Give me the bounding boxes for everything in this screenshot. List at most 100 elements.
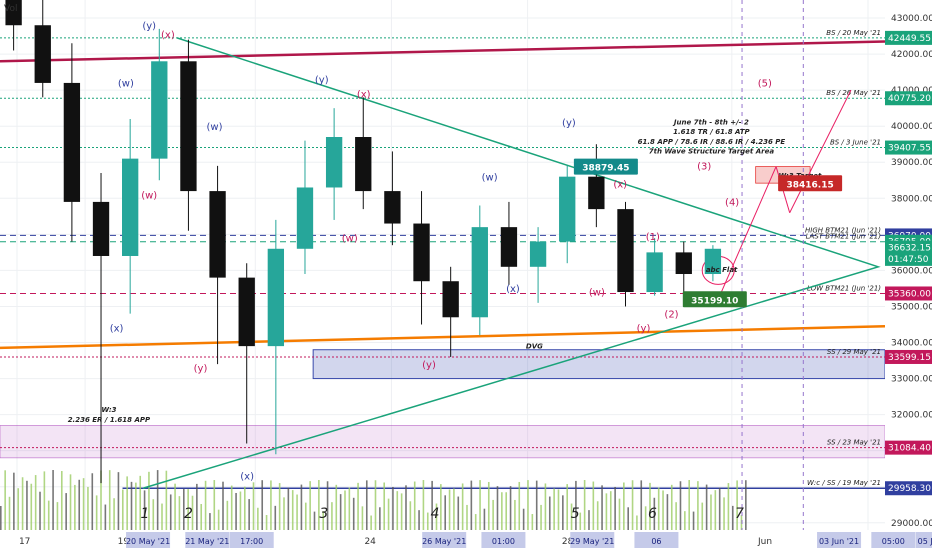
- date-highlight-label: 06: [651, 537, 661, 546]
- volume-bar: [100, 470, 102, 530]
- volume-bar: [527, 480, 529, 530]
- volume-bar: [466, 504, 468, 530]
- price-tag-label: 29958.30: [888, 484, 931, 494]
- wave-label: (y): [637, 324, 651, 335]
- date-highlight-label: 17:00: [240, 537, 263, 546]
- price-tick-label: 38000.00: [891, 194, 932, 204]
- wave-label: (x): [110, 324, 124, 335]
- zone-layer: [0, 166, 886, 459]
- price-tag: [885, 481, 932, 496]
- date-highlight: [634, 532, 679, 548]
- date-highlight-label: 03 Jun '21: [819, 537, 859, 546]
- date-highlight: [915, 532, 932, 548]
- volume-bar: [60, 471, 63, 530]
- time-tick-label: 19: [118, 537, 130, 547]
- volume-bar: [348, 487, 351, 530]
- volume-bar: [113, 498, 115, 530]
- volume-bar: [657, 487, 660, 530]
- volume-bar: [723, 497, 725, 530]
- volume-bar: [631, 480, 634, 530]
- volume-bar: [252, 482, 255, 530]
- volume-bar: [579, 512, 582, 530]
- volume-bar: [43, 471, 46, 530]
- volume-bar: [444, 495, 447, 530]
- price-tag-label: 36632.15: [888, 244, 931, 254]
- chart-annotation: W:3: [101, 406, 116, 414]
- volume-bar: [653, 497, 656, 530]
- wave-labels-layer: (y) (x) (w) (w) (w) (x) (y) (x) (y) (x) (w) (y) (w) (…: [110, 21, 772, 522]
- volume-bar: [357, 482, 359, 530]
- wave-label: (3): [697, 161, 711, 172]
- volume-bar: [13, 472, 15, 530]
- volume-layer: [0, 470, 747, 530]
- price-axis[interactable]: 29000.0030000.0031000.0032000.0033000.00…: [885, 0, 932, 550]
- volume-bar: [605, 493, 608, 530]
- volume-bar: [400, 493, 403, 530]
- volume-bar: [592, 481, 595, 530]
- volume-bar: [422, 480, 425, 530]
- wave-label: (w): [207, 122, 223, 133]
- volume-bar: [274, 505, 277, 530]
- volume-bar: [309, 481, 311, 530]
- volume-bar: [540, 504, 542, 530]
- price-callout-label: 38416.15: [786, 180, 833, 190]
- candle-body: [559, 176, 576, 242]
- volume-bar: [644, 506, 647, 530]
- volume-bar: [718, 487, 721, 530]
- date-highlight-label: 29 May '21: [570, 537, 614, 546]
- wave-label: (y): [315, 75, 329, 86]
- volume-bar: [239, 491, 242, 530]
- wave-count-number: 1: [141, 506, 150, 522]
- annotation-layer: June 7th - 8th +/- 2 1.618 TR / 61.8 ATP 6…: [68, 118, 843, 424]
- price-tag-label: 33599.15: [888, 353, 931, 363]
- volume-bar: [87, 486, 89, 530]
- volume-bar: [95, 495, 98, 530]
- volume-bar: [39, 491, 41, 530]
- wave-label: (x): [240, 472, 254, 483]
- volume-bar: [374, 480, 377, 530]
- volume-bar: [243, 486, 246, 530]
- volume-bar: [230, 485, 233, 530]
- volume-bar: [387, 498, 390, 530]
- volume-bar: [666, 494, 669, 530]
- candle-body: [355, 137, 372, 192]
- volume-bar: [670, 484, 673, 530]
- volume-bar: [226, 500, 229, 530]
- volume-bar: [287, 487, 290, 530]
- volume-zone-box: [0, 425, 886, 459]
- support-trendline: [0, 325, 886, 350]
- candle-body: [180, 61, 197, 192]
- volume-bar: [78, 479, 81, 530]
- price-tick-label: 43000.00: [891, 14, 932, 24]
- volume-bar: [156, 470, 159, 530]
- candle-body: [471, 227, 488, 318]
- volume-bar: [609, 491, 612, 530]
- price-tag-label: 42449.55: [888, 34, 931, 44]
- price-tag-label: 35360.00: [888, 289, 931, 299]
- volume-bar: [736, 480, 738, 530]
- volume-bar: [322, 511, 325, 530]
- wave-count-number: 3: [319, 506, 328, 522]
- wave-label: (w): [118, 79, 134, 90]
- price-callout: [778, 175, 843, 192]
- volume-bar: [121, 489, 124, 530]
- chart-annotation: 1.618 TR / 61.8 ATP: [673, 128, 750, 136]
- price-tick-label: 34000.00: [891, 339, 932, 349]
- candle-body: [675, 252, 692, 275]
- wave-label: (5): [758, 79, 772, 90]
- candle-body: [5, 0, 22, 26]
- date-highlight-label: 26 May '21: [422, 537, 466, 546]
- wave-label: (w): [141, 190, 157, 201]
- candle-body: [296, 187, 314, 249]
- candle-body: [238, 277, 255, 347]
- volume-bar: [662, 490, 664, 530]
- volume-bar: [701, 502, 704, 530]
- volume-bar: [383, 482, 386, 530]
- wave-label: (1): [646, 232, 660, 243]
- wave-label: (4): [725, 198, 739, 209]
- price-tag: [885, 240, 932, 255]
- volume-bar: [126, 476, 128, 530]
